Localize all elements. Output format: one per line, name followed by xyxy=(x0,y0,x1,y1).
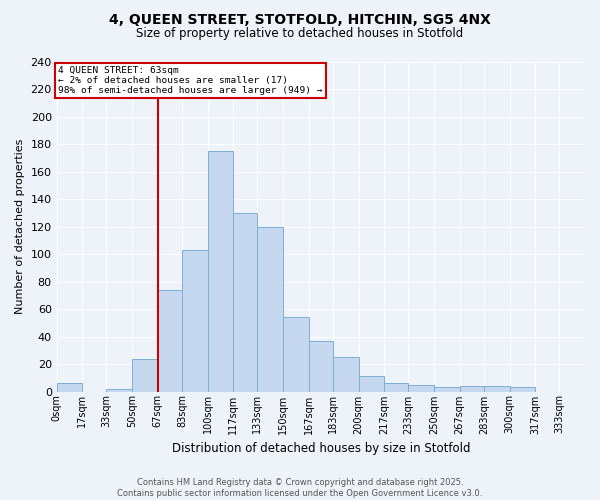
Bar xyxy=(309,340,333,392)
Bar xyxy=(56,384,82,392)
Bar xyxy=(409,384,434,392)
Bar xyxy=(257,226,283,392)
Text: 4 QUEEN STREET: 63sqm
← 2% of detached houses are smaller (17)
98% of semi-detac: 4 QUEEN STREET: 63sqm ← 2% of detached h… xyxy=(58,66,323,96)
Bar xyxy=(359,376,384,392)
Bar xyxy=(509,388,535,392)
Text: Size of property relative to detached houses in Stotfold: Size of property relative to detached ho… xyxy=(136,28,464,40)
Bar xyxy=(182,250,208,392)
Bar xyxy=(208,151,233,392)
Bar xyxy=(158,290,182,392)
X-axis label: Distribution of detached houses by size in Stotfold: Distribution of detached houses by size … xyxy=(172,442,470,455)
Bar xyxy=(233,213,257,392)
Bar xyxy=(384,384,409,392)
Bar xyxy=(283,318,309,392)
Bar xyxy=(484,386,509,392)
Y-axis label: Number of detached properties: Number of detached properties xyxy=(15,139,25,314)
Text: Contains HM Land Registry data © Crown copyright and database right 2025.
Contai: Contains HM Land Registry data © Crown c… xyxy=(118,478,482,498)
Bar xyxy=(132,358,158,392)
Text: 4, QUEEN STREET, STOTFOLD, HITCHIN, SG5 4NX: 4, QUEEN STREET, STOTFOLD, HITCHIN, SG5 … xyxy=(109,12,491,26)
Bar xyxy=(460,386,484,392)
Bar xyxy=(106,389,132,392)
Bar xyxy=(333,357,359,392)
Bar xyxy=(434,388,460,392)
